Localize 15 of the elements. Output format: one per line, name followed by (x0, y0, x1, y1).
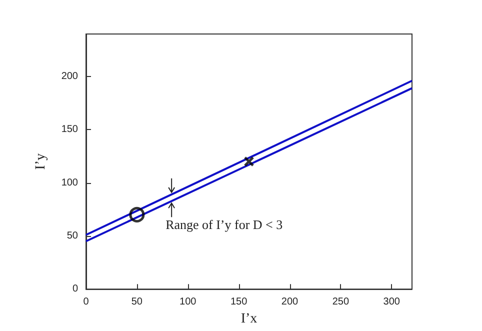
x-tick-label: 250 (332, 296, 350, 308)
x-tick-label: 200 (281, 296, 299, 308)
y-tick-label: 200 (61, 71, 78, 82)
x-tick-label: 0 (83, 296, 90, 308)
x-tick-label: 150 (230, 296, 248, 308)
x-axis-title: I’x (240, 312, 258, 326)
y-tick-label: 100 (61, 177, 78, 188)
y-axis-title: I’y (34, 153, 48, 170)
x-tick-label: 50 (131, 296, 143, 308)
x-tick-label: 300 (383, 296, 400, 308)
y-tick-label: 150 (61, 124, 78, 136)
annotation: Range of I’y for D < 3 (166, 216, 283, 233)
y-tick-label: 0 (72, 284, 78, 295)
y-tick-label: 50 (66, 230, 78, 242)
x-tick-label: 100 (180, 296, 197, 308)
